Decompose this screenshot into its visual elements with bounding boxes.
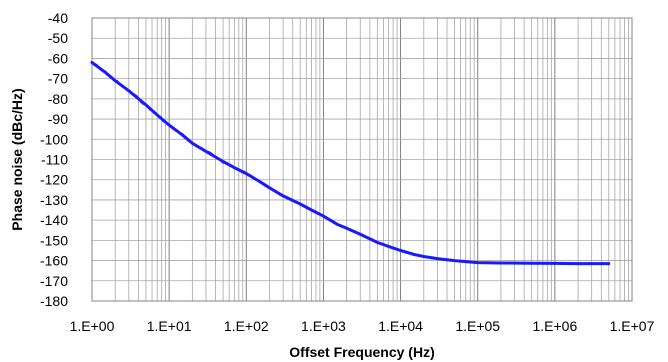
x-tick-label: 1.E+04 [378,318,423,334]
y-tick-label: -60 [48,50,68,66]
y-tick-label: -50 [48,30,68,46]
y-tick-label: -170 [40,273,68,289]
x-tick-labels: 1.E+00 1.E+01 1.E+02 1.E+03 1.E+04 1.E+05 1.E+… [70,318,655,334]
phase-noise-series-noise [91,61,604,265]
x-tick-label: 1.E+02 [224,318,269,334]
x-tick-label: 1.E+05 [455,318,500,334]
y-tick-label: -130 [40,192,68,208]
x-tick-label: 1.E+07 [610,318,655,334]
y-tick-label: -160 [40,253,68,269]
plot-area-border [91,17,633,302]
x-tick-label: 1.E+06 [532,318,577,334]
y-tick-label: -80 [48,91,68,107]
series-layer [90,61,611,266]
y-tick-label: -110 [41,152,68,168]
y-tick-label: -90 [48,111,68,127]
y-tick-label: -40 [48,10,68,26]
y-axis-title: Phase noise (dBc/Hz) [9,88,25,230]
y-tick-labels: -40 -50 -60 -70 -80 -90 -100 -110 -120 -130 -140 -1… [40,10,68,309]
y-tick-label: -100 [40,131,68,147]
y-tick-label: -70 [48,71,68,87]
y-tick-label: -180 [40,293,68,309]
x-tick-label: 1.E+00 [70,318,115,334]
x-axis-title: Offset Frequency (Hz) [289,344,434,360]
x-tick-label: 1.E+03 [301,318,346,334]
y-tick-label: -120 [40,172,68,188]
y-tick-label: -150 [40,232,68,248]
y-tick-label: -140 [40,212,68,228]
x-tick-label: 1.E+01 [147,318,192,334]
